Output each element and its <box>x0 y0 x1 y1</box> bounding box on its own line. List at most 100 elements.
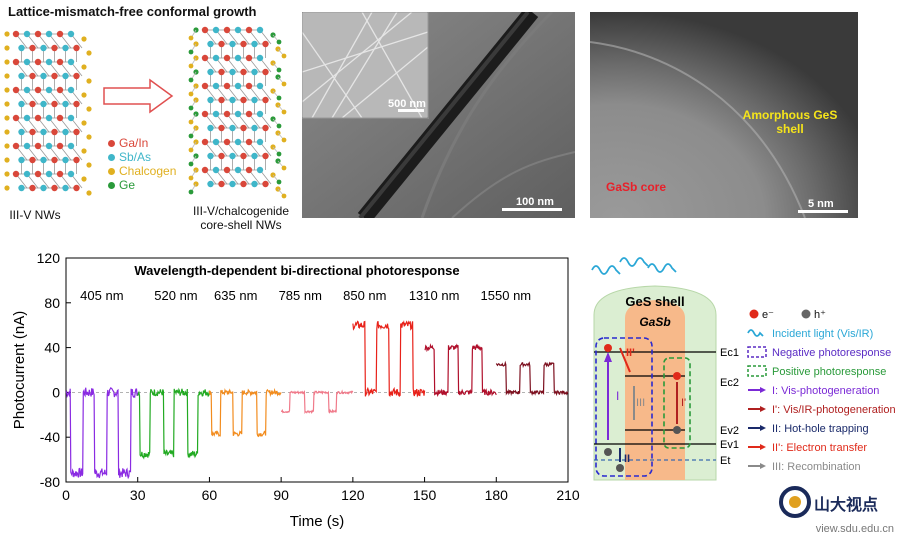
atom <box>212 82 220 90</box>
surface-atom <box>4 87 10 93</box>
atom <box>212 110 220 118</box>
surface-atom <box>281 53 287 59</box>
atom <box>18 100 25 108</box>
tem2-scale-label: 5 nm <box>808 198 834 210</box>
atom <box>218 68 225 76</box>
atom <box>23 30 31 38</box>
atom <box>234 54 242 62</box>
atom <box>45 170 53 178</box>
surface-atom <box>276 39 282 45</box>
atom <box>212 166 220 174</box>
surface-atom <box>81 36 87 42</box>
tem-core-shell-drawing <box>590 12 858 218</box>
atom <box>12 114 20 122</box>
atom <box>207 124 214 132</box>
atom <box>40 72 47 80</box>
legend-dashed-box-icon <box>747 365 767 377</box>
atom <box>234 82 242 90</box>
band-legend-label: Positive photoresponse <box>772 366 886 378</box>
atom <box>212 138 220 146</box>
atom <box>218 180 225 188</box>
left-caption: III-V NWs <box>9 208 61 222</box>
surface-atom <box>86 78 92 84</box>
bare-lattice <box>4 30 92 196</box>
shell-label: Amorphous GeS shell <box>730 108 850 136</box>
surface-atom <box>276 123 282 129</box>
atom <box>62 184 69 192</box>
surface-atom <box>188 133 194 139</box>
atom <box>73 72 80 80</box>
surface-atom <box>86 190 92 196</box>
surface-atom <box>193 27 199 33</box>
atom <box>229 152 236 160</box>
tem1-scale-label: 100 nm <box>516 196 554 208</box>
incident-light-icon <box>619 257 649 267</box>
core-shell-lattice <box>188 26 287 199</box>
legend-hole-icon <box>801 309 811 319</box>
surface-atom <box>4 115 10 121</box>
y-tick-label: -40 <box>40 429 60 445</box>
atom <box>45 142 53 150</box>
energy-level-label: Ec1 <box>720 347 739 359</box>
legend-arrowhead-icon <box>760 425 766 431</box>
hole-icon <box>604 448 612 456</box>
atom <box>223 54 231 62</box>
atom <box>245 54 253 62</box>
shell-label-line1: Amorphous GeS <box>742 108 838 122</box>
x-tick-label: 120 <box>341 487 365 503</box>
surface-atom <box>276 95 282 101</box>
surface-atom <box>188 119 194 125</box>
atom <box>262 68 269 76</box>
surface-atom <box>281 193 287 199</box>
surface-atom <box>188 147 194 153</box>
atom <box>207 96 214 104</box>
atom <box>218 124 225 132</box>
atom <box>223 138 231 146</box>
photocurrent-series-line <box>495 360 569 397</box>
photocurrent-series-line <box>352 320 426 398</box>
surface-atom <box>86 162 92 168</box>
logo-eye-icon <box>779 486 811 518</box>
y-tick-label: 120 <box>37 250 61 266</box>
surface-atom <box>4 31 10 37</box>
surface-atom <box>188 77 194 83</box>
atom <box>201 138 209 146</box>
atom <box>23 58 31 66</box>
atom <box>229 68 236 76</box>
atom <box>234 138 242 146</box>
atom <box>62 44 69 52</box>
atom <box>29 100 36 108</box>
shell-label-line2: shell <box>776 122 804 136</box>
legend-arrowhead-icon <box>760 406 766 412</box>
atom <box>251 96 258 104</box>
right-caption: III-V/chalcogenide core-shell NWs <box>176 204 306 232</box>
surface-atom <box>4 101 10 107</box>
surface-atom <box>4 45 10 51</box>
band-diagram: GeS shell GaSb Ec1 Ec2 Ev2 Ev1 Et I II' III I' II e⁻… <box>591 257 896 518</box>
surface-atom <box>4 185 10 191</box>
gasb-core-shape <box>625 300 685 480</box>
surface-atom <box>4 143 10 149</box>
atom <box>201 26 209 34</box>
atom <box>212 26 220 34</box>
band-legend-label: Negative photoresponse <box>772 347 891 359</box>
band-legend-label: Incident light (Vis/IR) <box>772 328 873 340</box>
atom <box>40 44 47 52</box>
x-axis-label: Time (s) <box>290 513 344 530</box>
atom <box>251 124 258 132</box>
atom <box>34 170 42 178</box>
atom <box>23 86 31 94</box>
atom <box>67 58 75 66</box>
surface-atom <box>276 179 282 185</box>
surface-atom <box>188 63 194 69</box>
atom <box>245 26 253 34</box>
logo-pupil-icon <box>789 496 801 508</box>
photocurrent-series-line <box>65 387 139 480</box>
band-legend-label: h⁺ <box>814 309 826 321</box>
atom <box>51 100 58 108</box>
wavelength-label: 1310 nm <box>409 288 460 303</box>
legend-arrowhead-icon <box>760 463 766 469</box>
atom <box>73 100 80 108</box>
atom <box>240 40 247 48</box>
atom <box>12 30 20 38</box>
